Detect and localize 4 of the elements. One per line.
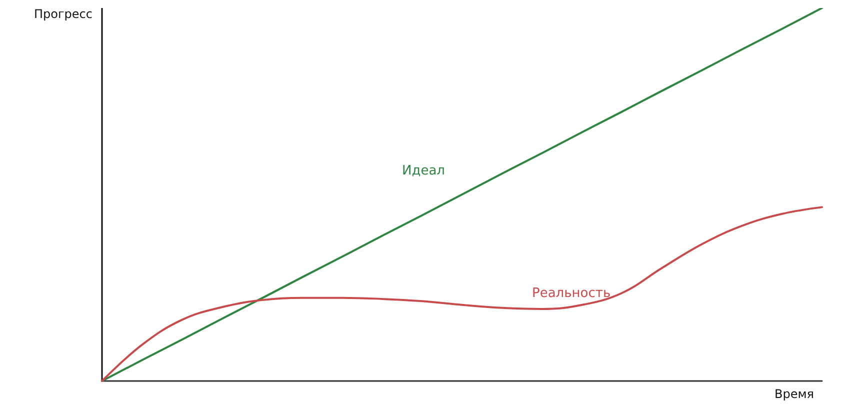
y-axis-title: Прогресс — [34, 7, 92, 21]
series-label: Реальность — [532, 286, 611, 302]
series-label: Идеал — [402, 164, 445, 178]
x-axis-title: Время — [774, 387, 814, 401]
